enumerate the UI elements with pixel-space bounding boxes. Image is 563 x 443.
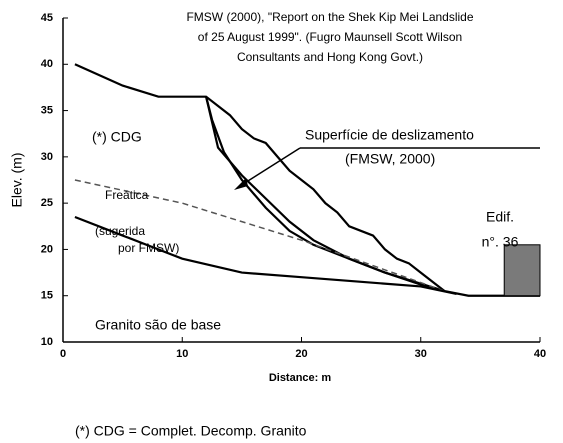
title-line: FMSW (2000), "Report on the Shek Kip Mei… bbox=[186, 10, 473, 24]
x-axis-label: Distance: m bbox=[269, 372, 332, 384]
y-tick-label: 10 bbox=[41, 336, 53, 348]
x-tick-label: 40 bbox=[534, 348, 546, 360]
annotation: n°. 36 bbox=[482, 234, 519, 250]
title-line: Consultants and Hong Kong Govt.) bbox=[237, 50, 423, 64]
annotation: (FMSW, 2000) bbox=[345, 151, 435, 167]
x-tick-label: 10 bbox=[176, 348, 188, 360]
building bbox=[504, 245, 540, 296]
annotation: por FMSW) bbox=[118, 241, 179, 255]
y-tick-label: 30 bbox=[41, 151, 53, 163]
x-tick-label: 30 bbox=[415, 348, 427, 360]
annotation: Edif. bbox=[486, 209, 514, 225]
profile-line bbox=[75, 64, 540, 295]
y-axis-label: Elev. (m) bbox=[9, 153, 25, 208]
x-tick-label: 20 bbox=[295, 348, 307, 360]
annotation: (*) CDG bbox=[92, 129, 142, 145]
annotation: Granito são de base bbox=[95, 317, 221, 333]
y-tick-label: 35 bbox=[41, 104, 53, 116]
x-tick-label: 0 bbox=[60, 348, 66, 360]
y-tick-label: 25 bbox=[41, 197, 53, 209]
title-line: of 25 August 1999". (Fugro Maunsell Scot… bbox=[198, 30, 462, 44]
y-tick-label: 15 bbox=[41, 290, 53, 302]
y-tick-label: 45 bbox=[41, 12, 53, 24]
footnote: (*) CDG = Complet. Decomp. Granito bbox=[75, 423, 307, 439]
annotation: (sugerida bbox=[95, 224, 145, 238]
annotation: Superfície de deslizamento bbox=[305, 127, 474, 143]
leader-arrow bbox=[240, 148, 300, 186]
y-tick-label: 20 bbox=[41, 243, 53, 255]
y-tick-label: 40 bbox=[41, 58, 53, 70]
page: {"chart_data": {"type": "line", "title_l… bbox=[0, 0, 563, 443]
annotation: Freática bbox=[105, 188, 149, 202]
chart: Distance: m Elev. (m) (*) CDG = Complet.… bbox=[0, 0, 563, 443]
